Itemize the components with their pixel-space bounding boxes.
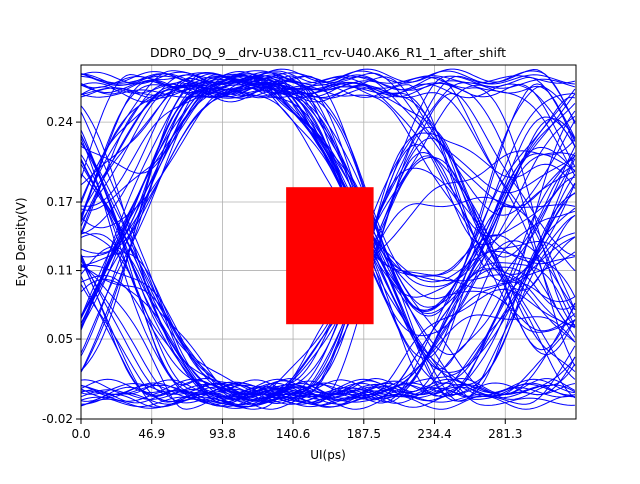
x-tick-label-0: 0.0 [71,427,90,441]
eye-trace-65 [81,87,576,258]
eye-trace-84 [81,86,576,328]
eye-trace-24 [81,74,575,409]
y-axis-label: Eye Density(V) [14,197,28,286]
plot-frame [80,64,577,420]
y-tick-label-2: 0.11 [46,264,73,278]
y-tick-label-4: 0.24 [46,115,73,129]
eye-trace-0 [81,314,576,405]
x-axis: 0.0 46.9 93.8 140.6 187.5 234.4 281.3 [71,419,522,441]
eye-trace-26 [81,76,576,380]
eye-trace-3 [81,132,576,402]
eye-trace-58 [81,81,576,330]
eye-mask-layer [286,187,374,325]
x-tick-label-4: 187.5 [347,427,381,441]
eye-trace-10 [81,126,576,396]
y-tick-label-3: 0.17 [46,195,73,209]
eye-trace-41 [81,75,576,400]
eye-trace-60 [81,72,576,357]
eye-trace-62 [81,86,576,399]
eye-trace-89 [81,193,576,396]
chart-title: DDR0_DQ_9__drv-U38.C11_rcv-U40.AK6_R1_1_… [150,45,506,60]
x-tick-label-6: 281.3 [488,427,522,441]
eye-trace-33 [81,76,576,373]
eye-trace-71 [81,141,576,406]
eye-trace-77 [81,83,576,217]
eye-traces [81,68,576,410]
eye-trace-87 [81,82,576,258]
eye-trace-74 [81,73,576,397]
eye-trace-82 [81,105,576,401]
y-axis: -0.02 0.05 0.11 0.17 0.24 [42,115,81,426]
eye-trace-68 [81,72,576,373]
x-tick-label-3: 140.6 [276,427,310,441]
eye-trace-35 [81,163,576,401]
y-tick-label-1: 0.05 [46,332,73,346]
x-axis-label: UI(ps) [310,448,346,462]
eye-trace-66 [81,86,576,282]
eye-trace-80 [81,75,575,276]
eye-trace-85 [81,174,576,396]
x-tick-label-1: 46.9 [138,427,165,441]
y-tick-label-0: -0.02 [42,412,73,426]
eye-trace-6 [81,82,576,367]
eye-trace-38 [81,84,576,291]
eye-trace-5 [81,158,576,399]
x-tick-label-2: 93.8 [209,427,236,441]
eye-trace-88 [81,87,576,397]
eye-trace-83 [81,110,576,402]
x-tick-label-5: 234.4 [417,427,451,441]
eye-trace-70 [81,92,575,408]
eye-trace-67 [81,70,576,317]
eye-trace-76 [81,73,576,402]
eye-mask [286,187,374,325]
eye-trace-81 [81,263,575,410]
